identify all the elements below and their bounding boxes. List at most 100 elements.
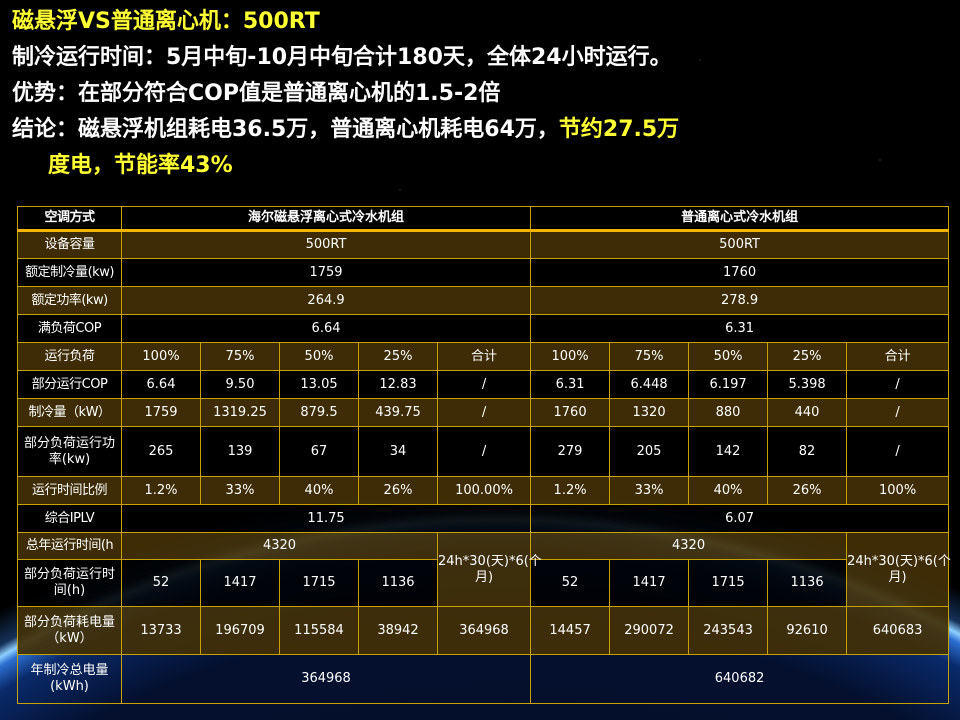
conclusion-text: 结论：磁悬浮机组耗电36.5万，普通离心机耗电64万， xyxy=(12,117,559,142)
value-cell: 38942 xyxy=(358,606,438,655)
value-cell: / xyxy=(436,398,532,427)
value-cell: 500RT xyxy=(530,230,950,259)
table-row: 额定制冷量(kw) 1759 1760 xyxy=(17,258,950,287)
value-cell: 1715 xyxy=(279,559,359,607)
value-cell: 13733 xyxy=(121,606,201,655)
value-cell: / xyxy=(846,398,950,427)
value-cell: / xyxy=(436,426,532,477)
value-cell: 879.5 xyxy=(279,398,359,427)
value-cell: 50% xyxy=(688,342,769,371)
table-header-row: 空调方式 海尔磁悬浮离心式冷水机组 普通离心式冷水机组 xyxy=(17,206,950,232)
value-cell: 6.31 xyxy=(530,314,950,343)
table-row: 年制冷总电量(kWh) 364968 640682 xyxy=(17,654,950,704)
value-cell: 1.2% xyxy=(530,476,611,505)
row-label-cell: 运行时间比例 xyxy=(17,476,122,505)
value-cell: / xyxy=(846,426,950,477)
value-cell: 100% xyxy=(530,342,611,371)
value-cell: 9.50 xyxy=(200,370,280,399)
value-cell: 205 xyxy=(609,426,690,477)
row-label-cell: 部分负荷运行功率(kw) xyxy=(17,426,122,477)
value-cell: 100.00% xyxy=(436,476,532,505)
value-cell: 1715 xyxy=(688,559,769,607)
value-cell: 265 xyxy=(121,426,201,477)
row-label-cell: 年制冷总电量(kWh) xyxy=(17,654,122,704)
conclusion-highlight-continued: 度电，节能率43% xyxy=(48,153,233,178)
column-header-cell: 普通离心式冷水机组 xyxy=(530,206,950,232)
value-cell: 500RT xyxy=(120,230,532,259)
value-cell: 50% xyxy=(279,342,359,371)
value-cell: 1759 xyxy=(120,258,532,287)
value-cell: 6.64 xyxy=(120,314,532,343)
value-cell: 26% xyxy=(358,476,438,505)
value-cell: 67 xyxy=(279,426,359,477)
value-cell: 34 xyxy=(358,426,438,477)
table-row: 满负荷COP 6.64 6.31 xyxy=(17,314,950,343)
value-cell: 合计 xyxy=(846,342,950,371)
slide-title: 磁悬浮VS普通离心机：500RT xyxy=(12,9,320,34)
value-cell: 82 xyxy=(767,426,848,477)
value-cell: 1760 xyxy=(530,258,950,287)
table-row: 运行时间比例 1.2% 33% 40% 26% 100.00% 1.2% 33% 40% 26% 1… xyxy=(17,476,950,505)
conclusion-highlight: 节约27.5万 xyxy=(558,117,680,142)
row-label-cell: 运行负荷 xyxy=(17,342,122,371)
row-label-cell: 综合IPLV xyxy=(17,504,122,533)
value-cell: 1.2% xyxy=(121,476,201,505)
value-cell: 6.31 xyxy=(530,370,611,399)
comparison-table-body: 空调方式 海尔磁悬浮离心式冷水机组 普通离心式冷水机组 设备容量 500RT 500RT 额… xyxy=(17,206,951,704)
value-cell: 279 xyxy=(530,426,611,477)
value-cell: 4320 xyxy=(530,532,848,560)
value-cell: 40% xyxy=(279,476,359,505)
value-cell: 24h*30(天)*6(个月) xyxy=(846,532,951,607)
value-cell: 6.64 xyxy=(121,370,201,399)
value-cell: 364968 xyxy=(436,606,532,655)
row-label-cell: 部分负荷运行时间(h) xyxy=(17,559,122,607)
value-cell: 92610 xyxy=(767,606,848,655)
value-cell: / xyxy=(436,370,532,399)
value-cell: 33% xyxy=(200,476,280,505)
value-cell: 6.448 xyxy=(609,370,690,399)
table-row: 部分负荷运行功率(kw) 265 139 67 34/279 205 142 82/ xyxy=(17,426,950,477)
value-cell: 52 xyxy=(530,559,611,607)
value-cell: 115584 xyxy=(279,606,359,655)
slide-text-block: 磁悬浮VS普通离心机：500RT 制冷运行时间：5月中旬-10月中旬合计180天… xyxy=(12,4,679,184)
table-row: 运行负荷 100% 75% 50% 25% 合计 100% 75% 50% 25% 合计 xyxy=(17,342,950,371)
value-cell: 14457 xyxy=(530,606,611,655)
value-cell: 278.9 xyxy=(530,286,950,315)
value-cell: 264.9 xyxy=(120,286,532,315)
value-cell: 25% xyxy=(767,342,848,371)
cooling-period-line: 制冷运行时间：5月中旬-10月中旬合计180天，全体24小时运行。 xyxy=(12,45,672,70)
value-cell: 1417 xyxy=(200,559,280,607)
value-cell: 1759 xyxy=(121,398,201,427)
value-cell: 75% xyxy=(200,342,280,371)
value-cell: 52 xyxy=(121,559,201,607)
comparison-table: 空调方式 海尔磁悬浮离心式冷水机组 普通离心式冷水机组 设备容量 500RT 500RT 额… xyxy=(17,206,951,704)
value-cell: 100% xyxy=(121,342,201,371)
value-cell: 6.07 xyxy=(530,504,950,533)
value-cell: 1136 xyxy=(767,559,848,607)
row-label-cell: 部分运行COP xyxy=(17,370,122,399)
advantage-line: 优势：在部分符合COP值是普通离心机的1.5-2倍 xyxy=(12,81,501,106)
row-label-cell: 空调方式 xyxy=(17,206,122,232)
value-cell: 243543 xyxy=(688,606,769,655)
value-cell: 5.398 xyxy=(767,370,848,399)
value-cell: 1320 xyxy=(609,398,690,427)
table-row: 额定功率(kw) 264.9 278.9 xyxy=(17,286,950,315)
value-cell: 75% xyxy=(609,342,690,371)
value-cell: 33% xyxy=(609,476,690,505)
value-cell: / xyxy=(846,370,950,399)
row-label-cell: 部分负荷耗电量（kW） xyxy=(17,606,122,655)
value-cell: 440 xyxy=(767,398,848,427)
row-label-cell: 制冷量（kW） xyxy=(17,398,122,427)
conclusion-line: 结论：磁悬浮机组耗电36.5万，普通离心机耗电64万，节约27.5万 xyxy=(12,112,679,148)
table-row: 总年运行时间(h 4320 24h*30(天)*6(个月) 4320 24h*30(天)… xyxy=(17,532,951,607)
value-cell: 1136 xyxy=(358,559,438,607)
table-row: 综合IPLV 11.75 6.07 xyxy=(17,504,950,533)
value-cell: 6.197 xyxy=(688,370,769,399)
row-label-cell: 满负荷COP xyxy=(17,314,122,343)
value-cell: 640683 xyxy=(846,606,950,655)
value-cell: 1417 xyxy=(609,559,690,607)
column-header-cell: 海尔磁悬浮离心式冷水机组 xyxy=(120,206,532,232)
row-label-cell: 额定功率(kw) xyxy=(17,286,122,315)
row-label-cell: 总年运行时间(h xyxy=(17,532,122,560)
value-cell: 4320 xyxy=(121,532,438,560)
